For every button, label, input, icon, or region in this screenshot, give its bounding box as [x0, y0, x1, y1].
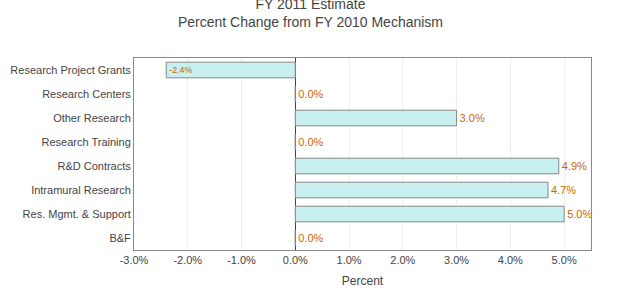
- svg-text:4.0%: 4.0%: [498, 254, 523, 266]
- svg-text:3.0%: 3.0%: [460, 112, 485, 124]
- svg-text:0.0%: 0.0%: [283, 254, 308, 266]
- svg-text:R&D Contracts: R&D Contracts: [57, 160, 131, 172]
- svg-text:4.9%: 4.9%: [562, 160, 587, 172]
- svg-text:-2.0%: -2.0%: [173, 254, 202, 266]
- svg-text:5.0%: 5.0%: [552, 254, 577, 266]
- svg-text:1.0%: 1.0%: [337, 254, 362, 266]
- svg-text:Other Research: Other Research: [53, 112, 131, 124]
- svg-text:0.0%: 0.0%: [298, 136, 323, 148]
- svg-text:-3.0%: -3.0%: [120, 254, 149, 266]
- svg-text:-2.4%: -2.4%: [169, 65, 192, 75]
- svg-text:Percent: Percent: [342, 274, 384, 288]
- svg-text:4.7%: 4.7%: [551, 184, 576, 196]
- svg-text:2.0%: 2.0%: [390, 254, 415, 266]
- svg-text:Research Training: Research Training: [42, 136, 131, 148]
- svg-text:-1.0%: -1.0%: [227, 254, 256, 266]
- svg-text:Research Centers: Research Centers: [42, 88, 131, 100]
- svg-text:0.0%: 0.0%: [298, 88, 323, 100]
- svg-text:0.0%: 0.0%: [298, 232, 323, 244]
- svg-text:5.0%: 5.0%: [567, 208, 592, 220]
- svg-text:Research Project Grants: Research Project Grants: [10, 64, 131, 76]
- svg-text:Res. Mgmt. & Support: Res. Mgmt. & Support: [23, 208, 131, 220]
- svg-text:3.0%: 3.0%: [444, 254, 469, 266]
- svg-text:B&F: B&F: [109, 232, 131, 244]
- svg-text:FY 2011 EstimatePercent Change: FY 2011 EstimatePercent Change from FY 2…: [178, 0, 443, 30]
- svg-text:Intramural Research: Intramural Research: [31, 184, 131, 196]
